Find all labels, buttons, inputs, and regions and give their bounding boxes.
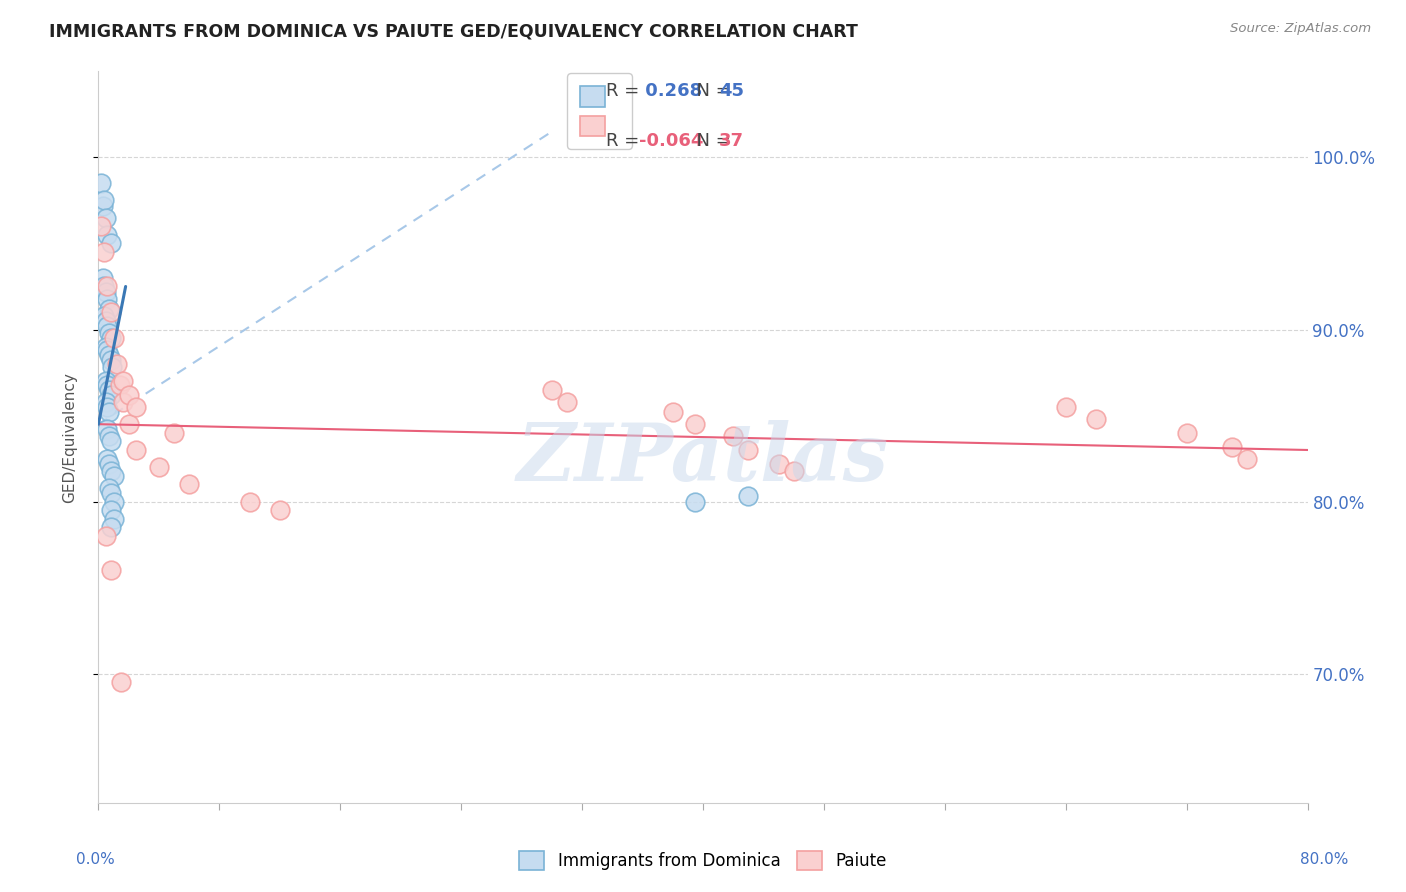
Point (91, 271, 114, 285)
Point (96, 400, 118, 414)
Text: N =: N = (685, 132, 737, 150)
Point (111, 374, 134, 388)
Point (94, 374, 117, 388)
Text: N =: N = (685, 82, 737, 100)
Point (100, 331, 122, 345)
Point (103, 494, 125, 508)
Point (98, 481, 121, 495)
Text: R =: R = (606, 132, 645, 150)
Legend: Immigrants from Dominica, Paiute: Immigrants from Dominica, Paiute (510, 843, 896, 879)
Point (90, 176, 112, 190)
Point (100, 464, 122, 478)
Point (100, 564, 122, 578)
Y-axis label: GED/Equivalency: GED/Equivalency (63, 372, 77, 502)
Point (1220, 440, 1243, 454)
Point (96, 279, 118, 293)
Point (1054, 400, 1077, 414)
Point (768, 457, 790, 471)
Point (540, 383, 562, 397)
Point (94, 211, 117, 225)
Point (91, 198, 114, 212)
Point (98, 301, 121, 316)
Point (100, 503, 122, 517)
Point (783, 464, 806, 478)
Point (100, 388, 122, 402)
Text: IMMIGRANTS FROM DOMINICA VS PAIUTE GED/EQUIVALENCY CORRELATION CHART: IMMIGRANTS FROM DOMINICA VS PAIUTE GED/E… (49, 22, 858, 40)
Point (125, 442, 148, 457)
Point (1236, 451, 1258, 466)
Point (737, 490, 759, 504)
Text: 0.0%: 0.0% (76, 852, 115, 867)
Point (148, 460, 170, 475)
Text: R =: R = (606, 82, 645, 100)
Point (1175, 425, 1198, 440)
Point (685, 494, 707, 508)
Point (96, 227, 118, 242)
Point (661, 405, 683, 419)
Point (96, 422, 118, 436)
Point (103, 331, 125, 345)
Point (555, 394, 578, 409)
Point (98, 405, 121, 419)
Text: ZIPatlas: ZIPatlas (517, 420, 889, 498)
Point (98, 429, 121, 443)
Point (93, 279, 115, 293)
Point (94, 529, 117, 543)
Point (100, 236, 122, 251)
Point (685, 417, 707, 432)
Point (93, 245, 115, 260)
Point (96, 343, 118, 358)
Point (100, 434, 122, 449)
Point (118, 417, 141, 432)
Point (125, 400, 148, 414)
Point (100, 305, 122, 319)
Text: 80.0%: 80.0% (1301, 852, 1348, 867)
Point (96, 451, 118, 466)
Point (103, 512, 125, 526)
Point (98, 383, 121, 397)
Point (111, 394, 134, 409)
Point (94, 314, 117, 328)
Point (179, 477, 201, 491)
Point (105, 357, 128, 371)
Point (103, 468, 125, 483)
Point (93, 194, 115, 208)
Point (94, 340, 117, 354)
Point (98, 326, 121, 340)
Point (96, 292, 118, 306)
Point (163, 425, 186, 440)
Point (1085, 412, 1108, 426)
Point (269, 503, 291, 517)
Point (100, 486, 122, 500)
Point (98, 348, 121, 362)
Text: 37: 37 (718, 132, 744, 150)
Point (94, 285, 117, 299)
Point (118, 388, 141, 402)
Point (96, 377, 118, 392)
Point (96, 319, 118, 334)
Text: 0.268: 0.268 (638, 82, 702, 100)
Point (723, 429, 745, 443)
Point (110, 675, 132, 690)
Point (737, 442, 759, 457)
Text: 45: 45 (718, 82, 744, 100)
Text: Source: ZipAtlas.com: Source: ZipAtlas.com (1230, 22, 1371, 36)
Point (98, 457, 121, 471)
Point (100, 353, 122, 368)
Point (94, 394, 117, 409)
Point (108, 377, 131, 392)
Point (100, 520, 122, 534)
Point (90, 219, 112, 234)
Point (93, 309, 115, 323)
Point (239, 494, 262, 508)
Point (101, 360, 124, 375)
Text: -0.064: -0.064 (638, 132, 703, 150)
